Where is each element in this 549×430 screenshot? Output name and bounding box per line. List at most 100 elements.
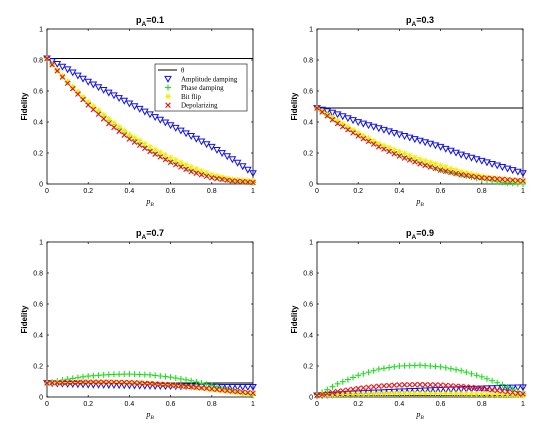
data-point-bitflip <box>355 391 362 398</box>
data-point-depolarizing <box>69 85 76 92</box>
plot-frame <box>316 241 524 398</box>
data-point-depolarizing <box>484 386 490 392</box>
data-point-amplitude <box>483 385 491 393</box>
data-point-phase <box>167 374 174 381</box>
data-point-amplitude <box>426 387 435 395</box>
data-point-amplitude <box>328 109 337 117</box>
data-point-bitflip <box>324 392 331 399</box>
data-point-bitflip <box>370 137 377 144</box>
data-point-bitflip <box>188 163 195 170</box>
data-point-depolarizing <box>250 390 256 396</box>
data-point-depolarizing <box>80 379 86 385</box>
data-point-bitflip <box>468 170 475 177</box>
data-point-depolarizing <box>432 165 439 172</box>
data-point-depolarizing <box>499 176 506 183</box>
data-point-depolarizing <box>152 151 158 157</box>
y-tick-label: 0.2 <box>303 151 313 158</box>
data-point-bitflip <box>375 140 382 147</box>
data-point-phase <box>350 374 357 381</box>
data-point-amplitude <box>354 119 363 127</box>
data-point-depolarizing <box>44 380 50 386</box>
data-point-depolarizing <box>412 159 418 165</box>
series-depolarizing <box>44 379 256 396</box>
legend-entry-depolarizing: Depolarizing <box>165 102 218 110</box>
data-point-amplitude <box>349 390 357 398</box>
data-point-depolarizing <box>437 382 444 388</box>
data-point-depolarizing <box>479 175 485 181</box>
data-point-amplitude <box>477 385 486 393</box>
y-tick-label: 0.6 <box>303 302 313 309</box>
data-point-depolarizing <box>386 148 392 155</box>
data-point-depolarizing <box>360 385 367 391</box>
data-point-depolarizing <box>468 173 475 180</box>
x-tick-label: 1 <box>251 188 255 195</box>
data-point-bitflip <box>380 142 387 149</box>
y-tick-label: 0.8 <box>33 271 43 278</box>
subplot-pa-0.7: 0 0.2 0.4 0.6 0.8 1 0 0.2 0.4 0.6 0.8 1 pA=0.7 pB Fide… <box>20 228 257 421</box>
data-point-bitflip <box>219 174 226 181</box>
data-point-depolarizing <box>49 380 55 386</box>
data-point-amplitude <box>426 140 435 148</box>
data-point-amplitude <box>400 133 409 140</box>
y-tick-label: 0.2 <box>33 151 43 158</box>
data-point-bitflip <box>85 98 92 105</box>
data-point-amplitude <box>182 130 190 138</box>
data-point-phase <box>90 372 97 379</box>
data-point-depolarizing <box>147 148 153 155</box>
data-point-depolarizing <box>406 157 413 163</box>
data-point-depolarizing <box>370 383 377 390</box>
data-point-amplitude <box>344 115 352 123</box>
data-point-depolarizing <box>245 179 251 185</box>
data-point-depolarizing <box>314 392 320 399</box>
data-point-phase <box>453 366 460 373</box>
data-point-amplitude <box>197 138 206 146</box>
data-point-phase <box>141 371 148 378</box>
x-axis-label: pB <box>145 197 154 208</box>
y-tick-label: 0.4 <box>303 333 313 340</box>
data-point-depolarizing <box>121 379 128 386</box>
data-point-amplitude <box>48 58 56 66</box>
data-point-depolarizing <box>396 382 403 388</box>
data-point-depolarizing <box>520 178 526 184</box>
data-point-amplitude <box>385 128 393 136</box>
data-point-depolarizing <box>365 138 372 145</box>
data-point-depolarizing <box>245 389 251 396</box>
data-point-amplitude <box>249 170 257 178</box>
data-point-phase <box>131 371 138 378</box>
data-point-amplitude <box>53 60 62 68</box>
data-point-depolarizing <box>442 168 449 175</box>
data-point-bitflip <box>126 131 133 138</box>
data-point-bitflip <box>198 167 205 174</box>
data-point-depolarizing <box>515 390 521 396</box>
data-point-amplitude <box>115 95 123 103</box>
data-point-amplitude <box>187 133 196 140</box>
data-point-depolarizing <box>370 141 377 147</box>
data-point-depolarizing <box>234 388 241 395</box>
data-point-amplitude <box>421 387 429 395</box>
data-point-bitflip <box>406 152 413 159</box>
data-point-depolarizing <box>69 379 76 386</box>
data-point-depolarizing <box>427 382 434 388</box>
data-point-phase <box>396 363 403 369</box>
data-point-amplitude <box>390 129 399 137</box>
y-tick-label: 0.8 <box>303 271 313 278</box>
data-point-bitflip <box>95 107 102 114</box>
data-point-depolarizing <box>121 132 128 138</box>
data-point-bitflip <box>136 137 143 144</box>
data-point-depolarizing <box>193 170 200 176</box>
data-point-phase <box>478 373 485 380</box>
data-point-phase <box>136 371 143 378</box>
data-point-phase <box>442 364 449 371</box>
data-point-amplitude <box>130 103 139 111</box>
data-point-bitflip <box>177 159 184 166</box>
data-point-depolarizing <box>334 388 341 395</box>
data-point-amplitude <box>244 166 252 174</box>
data-point-phase <box>334 380 341 387</box>
series-bitflip <box>314 390 526 399</box>
data-point-bitflip <box>442 390 449 397</box>
x-tick-label: 0.6 <box>436 188 446 195</box>
y-tick-label: 0 <box>39 182 43 189</box>
data-point-depolarizing <box>468 384 475 391</box>
data-point-depolarizing <box>422 381 428 388</box>
y-tick-label: 1 <box>39 27 43 34</box>
